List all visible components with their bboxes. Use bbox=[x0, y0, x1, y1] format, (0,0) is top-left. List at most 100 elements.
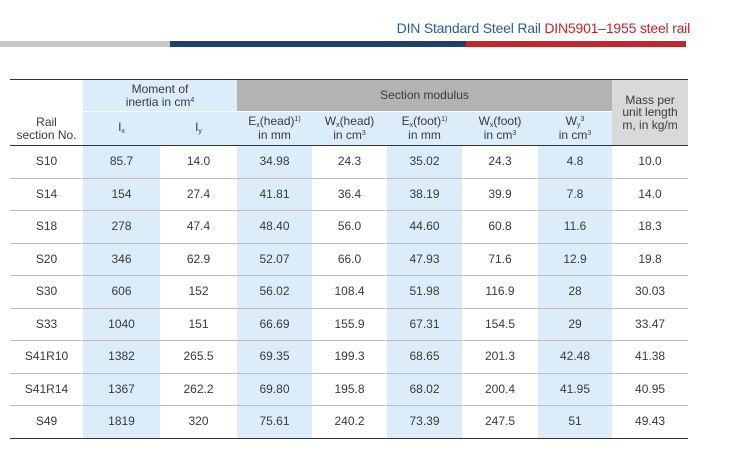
cell-w-foot: 60.8 bbox=[462, 210, 538, 243]
header-e-head: Ex(head)1) in mm bbox=[237, 111, 312, 146]
header-w-head: Wx(head) in cm3 bbox=[312, 111, 387, 146]
table-row: S14 154 27.4 41.81 36.4 38.19 39.9 7.8 14.0 bbox=[10, 177, 689, 211]
rail-table-body: S10 85.7 14.0 34.98 24.3 35.02 24.3 4.8 10.0 S14 1… bbox=[10, 145, 689, 438]
cell-wy: 51 bbox=[538, 405, 613, 438]
table-row: S18 278 47.4 48.40 56.0 44.60 60.8 11.6 18.3 bbox=[10, 210, 689, 243]
cell-ix: 346 bbox=[83, 242, 160, 276]
cell-mass: 19.8 bbox=[612, 242, 689, 276]
title-standard: DIN Standard Steel Rail bbox=[396, 20, 541, 36]
cell-wy: 41.95 bbox=[538, 372, 613, 406]
cell-e-head: 66.69 bbox=[237, 307, 312, 341]
header-blank bbox=[10, 80, 83, 112]
cell-e-foot: 47.93 bbox=[387, 242, 462, 276]
cell-e-foot: 51.98 bbox=[387, 275, 462, 308]
table-row: S41R10 1382 265.5 69.35 199.3 68.65 201.3 42.48… bbox=[10, 340, 689, 373]
header-moment-of-inertia: Moment of inertia in cm4 bbox=[83, 79, 237, 112]
table-row: S30 606 152 56.02 108.4 51.98 116.9 28 30.03 bbox=[10, 275, 689, 308]
cell-e-foot: 68.65 bbox=[387, 340, 462, 373]
cell-rail-no: S14 bbox=[10, 177, 83, 211]
header-ix: Ix bbox=[83, 111, 160, 146]
cell-w-foot: 71.6 bbox=[462, 242, 538, 276]
cell-ix: 1367 bbox=[83, 372, 160, 406]
cell-mass: 49.43 bbox=[612, 405, 689, 438]
cell-rail-no: S41R10 bbox=[10, 340, 83, 373]
decor-bar-grey bbox=[0, 41, 170, 47]
cell-ix: 85.7 bbox=[83, 145, 160, 178]
cell-e-foot: 68.02 bbox=[387, 372, 462, 406]
cell-mass: 18.3 bbox=[612, 210, 689, 243]
table-row: S41R14 1367 262.2 69.80 195.8 68.02 200.4 41.95… bbox=[10, 372, 689, 406]
cell-wy: 28 bbox=[538, 275, 613, 308]
cell-iy: 62.9 bbox=[160, 242, 237, 276]
cell-ix: 1382 bbox=[83, 340, 160, 373]
cell-iy: 14.0 bbox=[160, 145, 237, 178]
cell-w-head: 24.3 bbox=[312, 145, 387, 178]
header-rail-section-no: Rail section No. bbox=[10, 111, 83, 146]
rail-spec-table: Moment of inertia in cm4 Section modulus… bbox=[10, 79, 689, 439]
cell-w-head: 56.0 bbox=[312, 210, 387, 243]
cell-w-head: 195.8 bbox=[312, 372, 387, 406]
cell-iy: 27.4 bbox=[160, 177, 237, 211]
cell-w-foot: 116.9 bbox=[462, 275, 538, 308]
cell-rail-no: S30 bbox=[10, 275, 83, 308]
cell-e-foot: 44.60 bbox=[387, 210, 462, 243]
cell-w-head: 108.4 bbox=[312, 275, 387, 308]
cell-ix: 1040 bbox=[83, 307, 160, 341]
cell-iy: 152 bbox=[160, 275, 237, 308]
cell-mass: 41.38 bbox=[612, 340, 689, 373]
cell-w-foot: 39.9 bbox=[462, 177, 538, 211]
cell-ix: 154 bbox=[83, 177, 160, 211]
cell-w-head: 240.2 bbox=[312, 405, 387, 438]
cell-w-foot: 201.3 bbox=[462, 340, 538, 373]
cell-e-head: 41.81 bbox=[237, 177, 312, 211]
header-e-foot: Ex(foot)1) in mm bbox=[387, 111, 462, 146]
cell-ix: 606 bbox=[83, 275, 160, 308]
cell-w-foot: 24.3 bbox=[462, 145, 538, 178]
cell-e-head: 75.61 bbox=[237, 405, 312, 438]
cell-ix: 1819 bbox=[83, 405, 160, 438]
cell-mass: 14.0 bbox=[612, 177, 689, 211]
cell-rail-no: S20 bbox=[10, 242, 83, 276]
header-iy: Iy bbox=[160, 111, 237, 146]
cell-wy: 11.6 bbox=[538, 210, 613, 243]
title-din-number: DIN5901–1955 steel rail bbox=[544, 20, 690, 36]
cell-rail-no: S33 bbox=[10, 307, 83, 341]
cell-iy: 47.4 bbox=[160, 210, 237, 243]
cell-rail-no: S49 bbox=[10, 405, 83, 438]
cell-e-foot: 67.31 bbox=[387, 307, 462, 341]
header-wy: Wy3 in cm3 bbox=[538, 111, 613, 146]
cell-iy: 151 bbox=[160, 307, 237, 341]
cell-iy: 262.2 bbox=[160, 372, 237, 406]
cell-e-head: 52.07 bbox=[237, 242, 312, 276]
cell-w-foot: 154.5 bbox=[462, 307, 538, 341]
table-row: S33 1040 151 66.69 155.9 67.31 154.5 29 33.47 bbox=[10, 307, 689, 341]
cell-wy: 4.8 bbox=[538, 145, 613, 178]
cell-mass: 10.0 bbox=[612, 145, 689, 178]
cell-rail-no: S10 bbox=[10, 145, 83, 178]
cell-e-head: 56.02 bbox=[237, 275, 312, 308]
cell-e-head: 69.35 bbox=[237, 340, 312, 373]
cell-w-foot: 247.5 bbox=[462, 405, 538, 438]
table-row: S10 85.7 14.0 34.98 24.3 35.02 24.3 4.8 10.0 bbox=[10, 145, 689, 178]
header-w-foot: Wx(foot) in cm3 bbox=[462, 111, 538, 146]
cell-e-foot: 38.19 bbox=[387, 177, 462, 211]
cell-rail-no: S18 bbox=[10, 210, 83, 243]
cell-e-foot: 35.02 bbox=[387, 145, 462, 178]
cell-e-foot: 73.39 bbox=[387, 405, 462, 438]
cell-w-head: 36.4 bbox=[312, 177, 387, 211]
decor-bar-red bbox=[466, 41, 686, 47]
cell-wy: 42.48 bbox=[538, 340, 613, 373]
cell-ix: 278 bbox=[83, 210, 160, 243]
cell-w-head: 66.0 bbox=[312, 242, 387, 276]
cell-e-head: 34.98 bbox=[237, 145, 312, 178]
decor-bar-navy bbox=[170, 41, 466, 47]
cell-wy: 29 bbox=[538, 307, 613, 341]
cell-mass: 30.03 bbox=[612, 275, 689, 308]
cell-mass: 33.47 bbox=[612, 307, 689, 341]
cell-e-head: 69.80 bbox=[237, 372, 312, 406]
page-title: DIN Standard Steel Rail DIN5901–1955 ste… bbox=[0, 20, 691, 36]
cell-rail-no: S41R14 bbox=[10, 372, 83, 406]
cell-e-head: 48.40 bbox=[237, 210, 312, 243]
header-mass-per-unit-length: Mass per unit length m, in kg/m bbox=[612, 79, 689, 146]
cell-wy: 12.9 bbox=[538, 242, 613, 276]
